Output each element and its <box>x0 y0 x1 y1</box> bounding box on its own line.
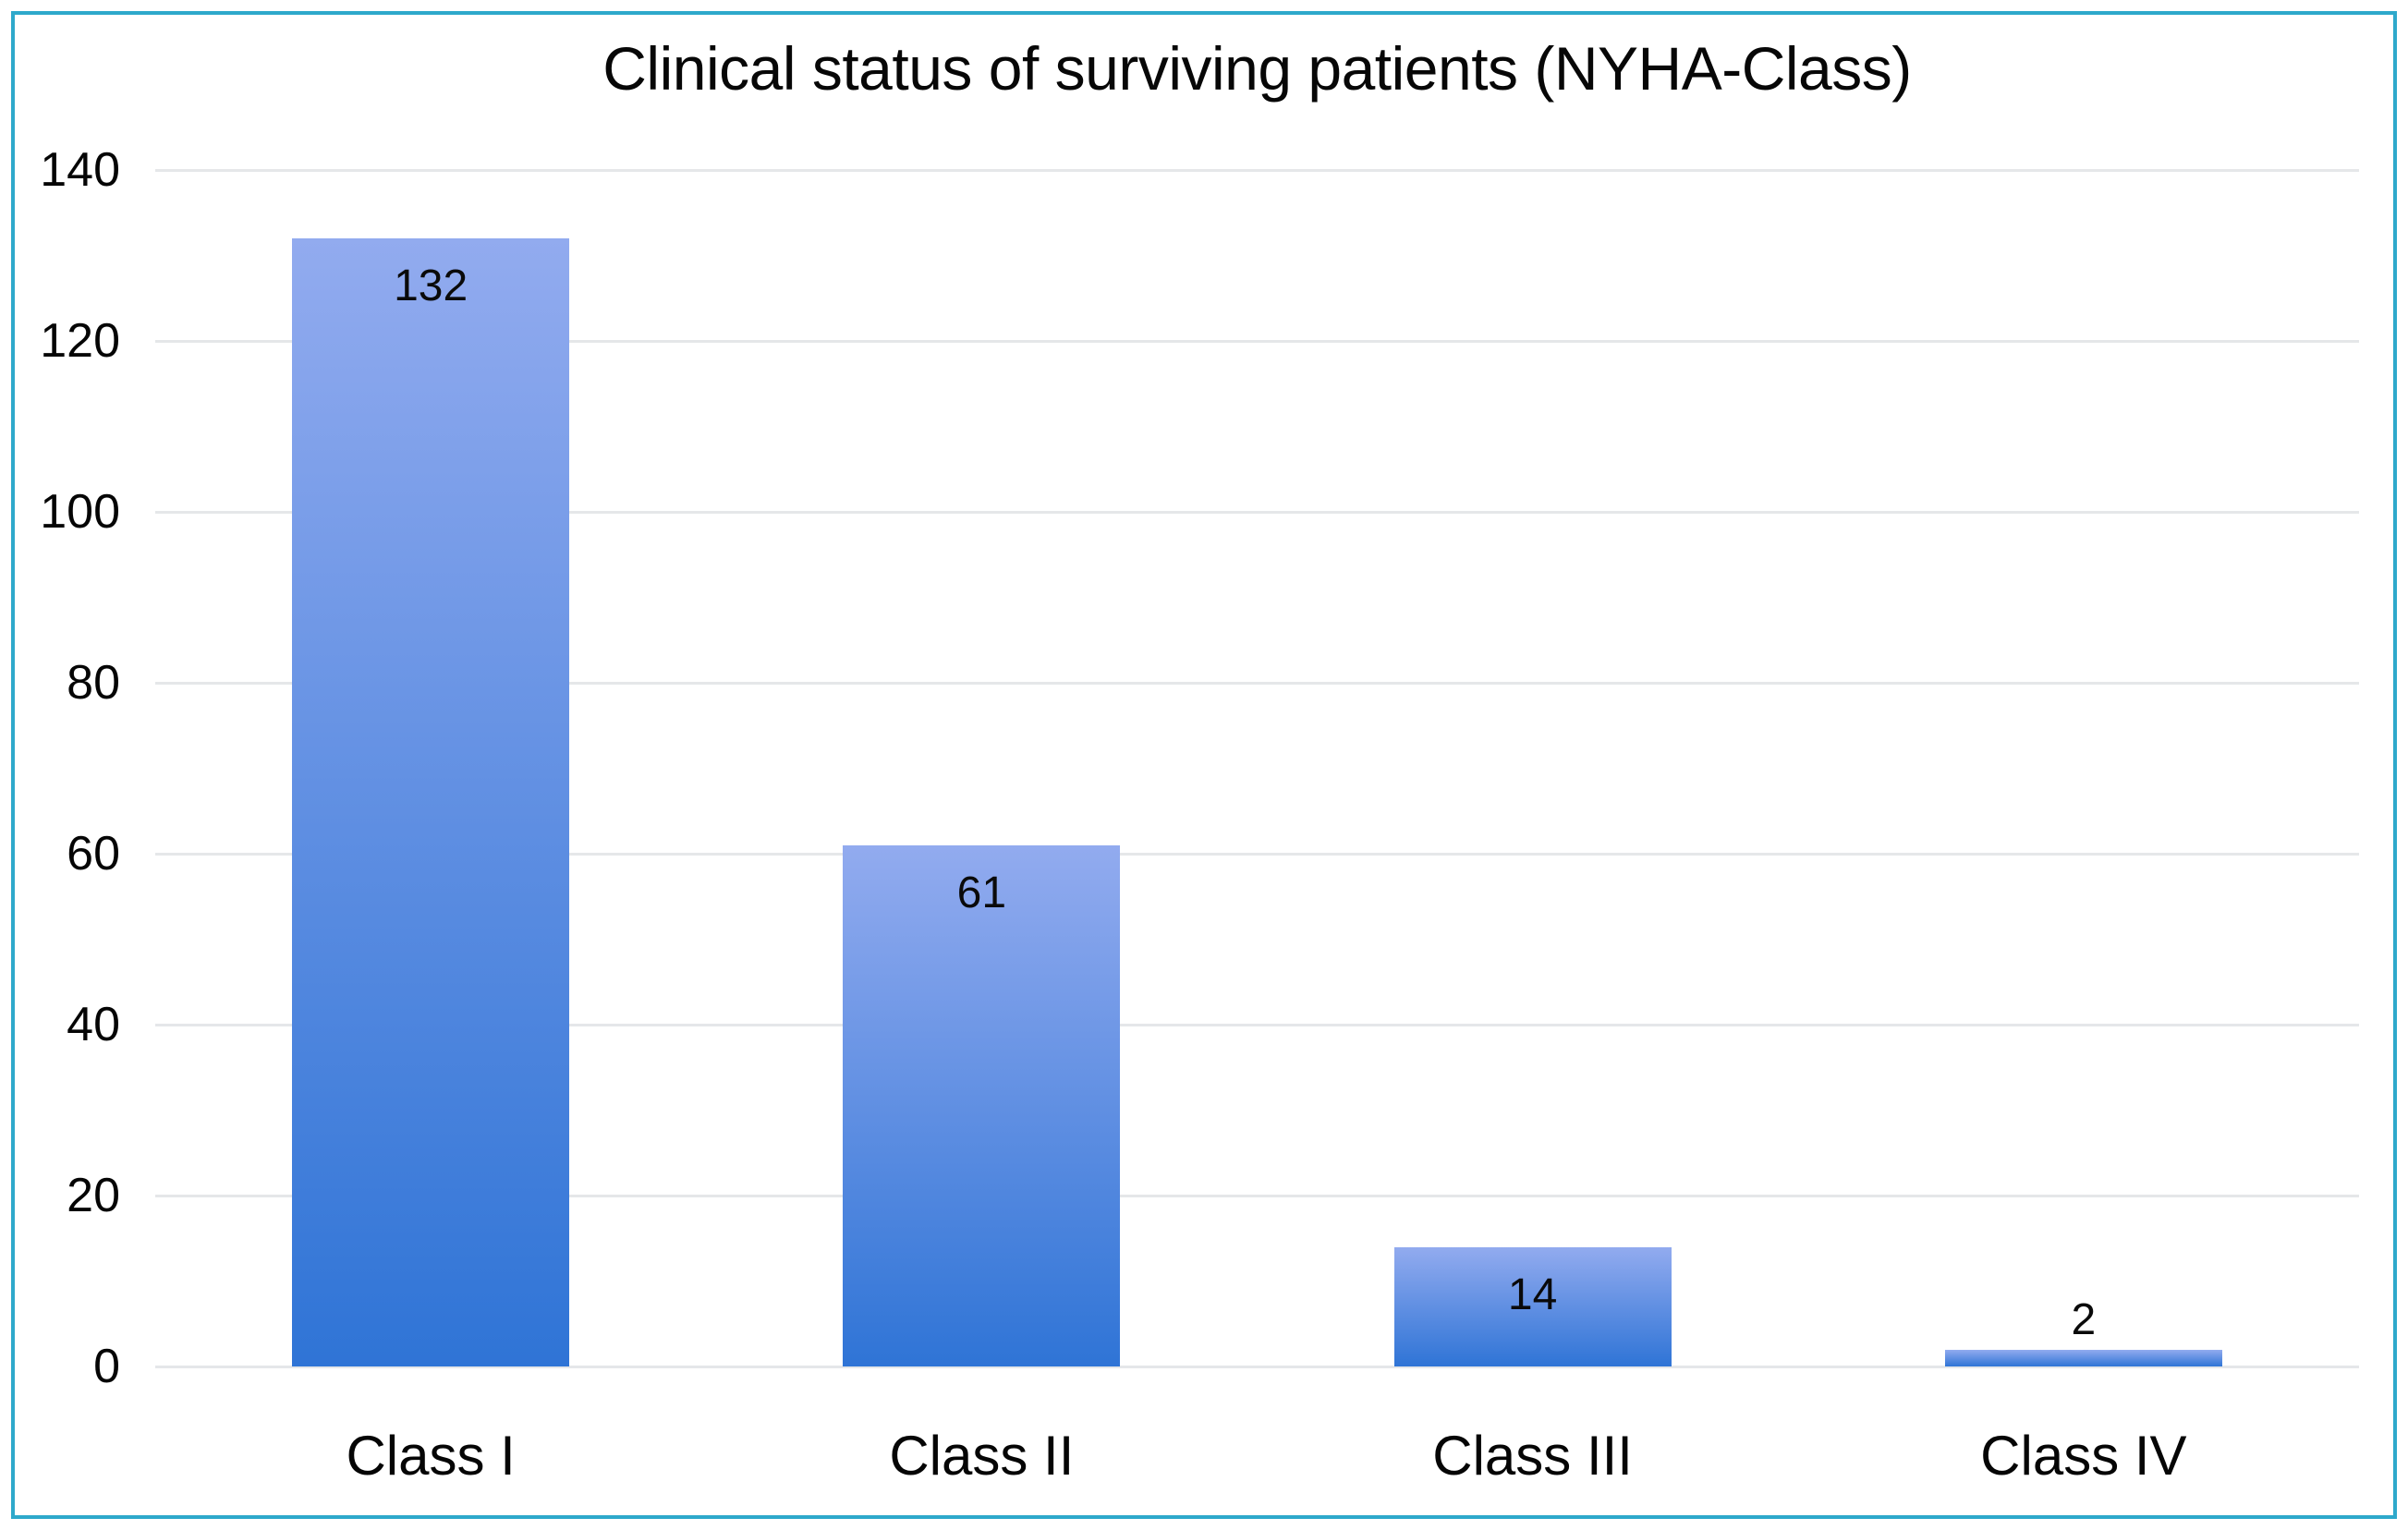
bar: 132 <box>292 238 570 1366</box>
bar-value-label: 132 <box>394 261 468 310</box>
y-axis-tick-label: 140 <box>40 143 120 197</box>
bar <box>1944 1349 2222 1366</box>
gridline <box>155 340 2359 343</box>
gridline <box>155 169 2359 172</box>
y-axis-tick-label: 100 <box>40 485 120 539</box>
x-axis-category-label: Class IV <box>1980 1425 2187 1487</box>
chart-frame-border <box>11 11 2397 1519</box>
plot-area: 132 61 14 2 <box>155 169 2359 1368</box>
bar-value-label: 61 <box>956 868 1007 917</box>
bar: 61 <box>843 844 1121 1366</box>
y-axis-tick-label: 20 <box>67 1169 120 1222</box>
y-axis-tick-label: 80 <box>67 656 120 710</box>
y-axis-tick-label: 0 <box>93 1340 120 1393</box>
gridline <box>155 1195 2359 1197</box>
gridline <box>155 1366 2359 1368</box>
y-axis-tick-label: 40 <box>67 998 120 1051</box>
bar-value-label: 2 <box>2071 1294 2097 1344</box>
gridline <box>155 853 2359 856</box>
y-axis-tick-label: 120 <box>40 314 120 368</box>
x-axis-category-label: Class III <box>1432 1425 1633 1487</box>
bar-value-label: 14 <box>1507 1269 1558 1319</box>
x-axis-category-label: Class II <box>889 1425 1075 1487</box>
gridline <box>155 511 2359 514</box>
chart-title: Clinical status of surviving patients (N… <box>602 34 1912 103</box>
gridline <box>155 1024 2359 1026</box>
y-axis-tick-label: 60 <box>67 827 120 880</box>
bar: 14 <box>1393 1246 1672 1366</box>
x-axis-category-label: Class I <box>346 1425 516 1487</box>
gridline <box>155 682 2359 685</box>
